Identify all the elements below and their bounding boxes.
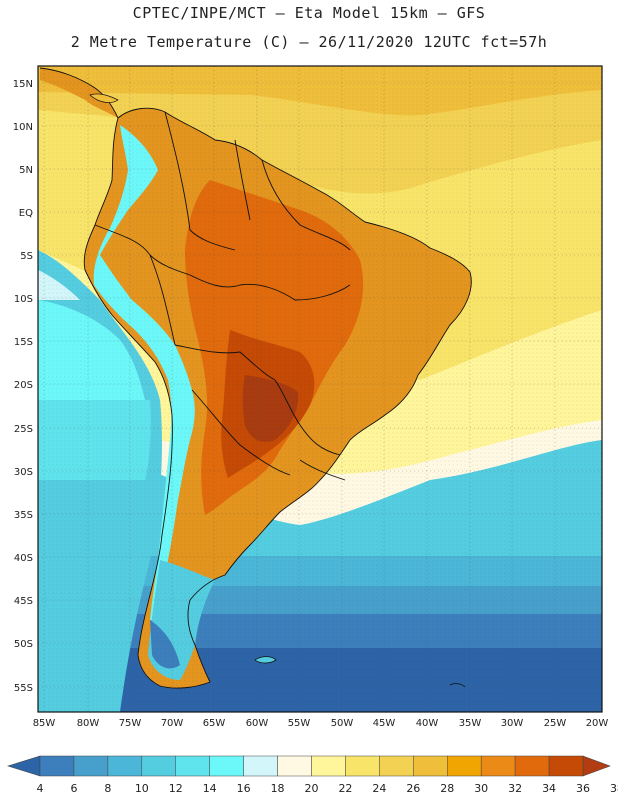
lon-label: 30W: [501, 718, 524, 729]
map-title-line-2: 2 Metre Temperature (C) – 26/11/2020 12U…: [70, 33, 548, 51]
colorbar-swatch: [73, 755, 109, 777]
lat-label: 30S: [14, 467, 33, 478]
colorbar-right-arrow: [582, 755, 611, 777]
colorbar-label: 6: [70, 782, 78, 795]
colorbar-label: 4: [36, 782, 44, 795]
colorbar-label: 30: [474, 782, 489, 795]
colorbar-label: 12: [168, 782, 183, 795]
lat-label: 10N: [13, 122, 33, 133]
lon-label: 70W: [161, 718, 184, 729]
colorbar-label: 32: [508, 782, 523, 795]
lon-label: 80W: [77, 718, 100, 729]
lon-label: 75W: [119, 718, 142, 729]
lat-label: 40S: [14, 553, 33, 564]
colorbar-swatch: [141, 755, 176, 777]
lat-label: 35S: [14, 510, 33, 521]
colorbar-label: 28: [440, 782, 455, 795]
map-title-line-1: CPTEC/INPE/MCT – Eta Model 15km – GFS: [132, 4, 486, 22]
colorbar-swatch: [277, 755, 312, 777]
lat-label: 5N: [19, 165, 33, 176]
colorbar-label: 14: [202, 782, 217, 795]
colorbar-label: 8: [104, 782, 112, 795]
latitude-axis: 15N 10N 5N EQ 5S 10S 15S 20S 25S 30S 35S…: [13, 79, 33, 694]
map-field: [38, 66, 602, 712]
colorbar-swatch: [39, 755, 75, 777]
colorbar-swatch: [175, 755, 210, 777]
lon-label: 65W: [203, 718, 226, 729]
colorbar-label: 22: [338, 782, 353, 795]
colorbar-label: 20: [304, 782, 319, 795]
map-border: [37, 65, 603, 713]
colorbar-swatch: [480, 755, 516, 777]
colorbar-swatch: [243, 755, 278, 777]
lon-label: 35W: [459, 718, 482, 729]
colorbar-swatch: [447, 755, 482, 777]
colorbar-label: 38: [609, 782, 618, 795]
colorbar-swatch: [379, 755, 414, 777]
lon-label: 25W: [544, 718, 567, 729]
lat-label: 55S: [14, 683, 33, 694]
colorbar-swatch: [413, 755, 448, 777]
falkland-islands: [254, 656, 277, 664]
colorbar-swatch: [514, 755, 550, 777]
colorbar-swatch: [107, 755, 143, 777]
lon-label: 20W: [586, 718, 609, 729]
colorbar-swatch: [548, 755, 584, 777]
lat-label: 5S: [20, 251, 33, 262]
colorbar-left-arrow: [6, 755, 41, 777]
lat-label: 15S: [14, 337, 33, 348]
lat-label: 25S: [14, 424, 33, 435]
lon-label: 55W: [288, 718, 311, 729]
colorbar-label: 26: [406, 782, 421, 795]
colorbar-swatch: [345, 755, 380, 777]
lon-label: 40W: [416, 718, 439, 729]
lat-label: 10S: [14, 294, 33, 305]
longitude-axis: 85W 80W 75W 70W 65W 60W 55W 50W 45W 40W …: [33, 718, 609, 729]
lon-label: 45W: [373, 718, 396, 729]
country-borders: [83, 107, 472, 689]
colorbar: [6, 755, 611, 777]
lon-label: 60W: [246, 718, 269, 729]
lat-label: 50S: [14, 639, 33, 650]
lat-label: 20S: [14, 380, 33, 391]
lat-label: 45S: [14, 596, 33, 607]
colorbar-label: 24: [372, 782, 387, 795]
lat-label: 15N: [13, 79, 33, 90]
colorbar-swatch: [209, 755, 244, 777]
colorbar-swatch: [311, 755, 346, 777]
colorbar-label: 18: [270, 782, 285, 795]
lon-label: 85W: [33, 718, 56, 729]
colorbar-label: 34: [542, 782, 557, 795]
colorbar-label: 10: [134, 782, 149, 795]
colorbar-label: 16: [236, 782, 251, 795]
lat-label: EQ: [19, 208, 33, 219]
lon-label: 50W: [331, 718, 354, 729]
colorbar-label: 36: [576, 782, 590, 795]
